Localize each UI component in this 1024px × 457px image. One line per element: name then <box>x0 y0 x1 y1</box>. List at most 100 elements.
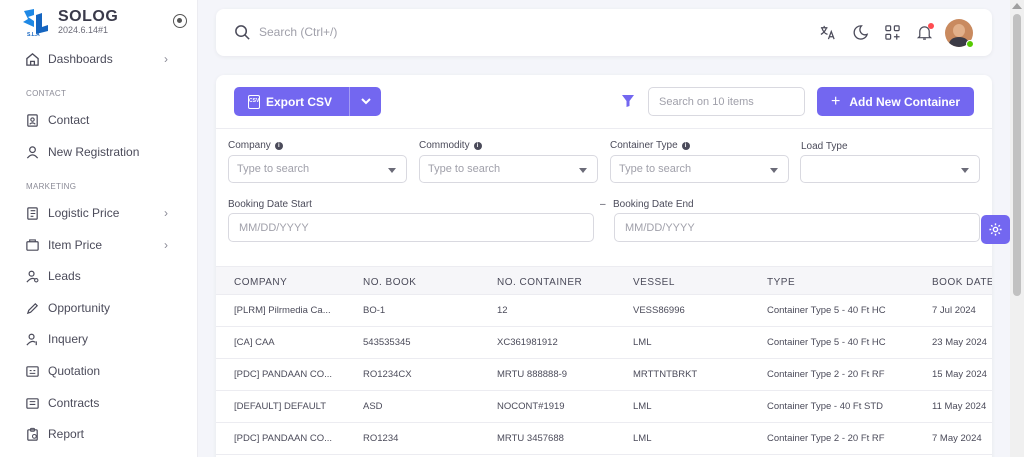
shortcuts-icon[interactable] <box>883 23 901 41</box>
cell-book-date: 7 May 2024 <box>932 433 982 444</box>
sidebar-item-logistic-price[interactable]: Logistic Price › <box>24 201 176 225</box>
cell-type: Container Type 5 - 40 Ft HC <box>767 305 886 316</box>
cell-no-book: 543535345 <box>363 337 411 348</box>
sidebar-item-contact[interactable]: Contact <box>24 108 176 132</box>
filter-icon[interactable] <box>621 94 635 113</box>
online-status-badge <box>966 40 974 48</box>
table-row[interactable]: [PLRM] Pilrmedia Ca... BO-1 12 VESS86996… <box>216 295 992 327</box>
container-type-select[interactable]: Type to search <box>610 155 789 183</box>
cell-company: [PDC] PANDAAN CO... <box>234 369 333 380</box>
brand-version: 2024.6.14#1 <box>58 25 109 35</box>
table-row[interactable]: [PDC] PANDAAN CO... RO1234 MRTU 3457688 … <box>216 423 992 455</box>
cell-no-container: NOCONT#1919 <box>497 401 565 412</box>
cell-vessel: VESS86996 <box>633 305 685 316</box>
cell-book-date: 7 Jul 2024 <box>932 305 976 316</box>
scroll-up-arrow-icon[interactable] <box>1012 3 1022 9</box>
sidebar: S.L.A SOLOG 2024.6.14#1 Dashboards › CON… <box>0 0 198 457</box>
sidebar-item-label: Item Price <box>48 238 103 252</box>
sidebar-item-new-registration[interactable]: New Registration <box>24 140 176 164</box>
booking-date-start-input[interactable]: MM/DD/YYYY <box>228 213 594 242</box>
notebook-icon <box>24 205 40 221</box>
bell-icon[interactable] <box>915 23 933 41</box>
cell-no-container: XC361981912 <box>497 337 558 348</box>
table-row[interactable]: [PDC] PANDAAN CO... RO1234CX MRTU 888888… <box>216 359 992 391</box>
company-select[interactable]: Type to search <box>228 155 407 183</box>
column-header-book-date[interactable]: BOOK DATE <box>932 277 992 288</box>
cell-no-container: 12 <box>497 305 508 316</box>
cell-no-container: MRTU 3457688 <box>497 433 564 444</box>
sidebar-item-quotation[interactable]: Quotation <box>24 359 176 383</box>
date-range-dash: – <box>600 199 606 210</box>
global-search-input[interactable]: Search (Ctrl+/) <box>259 25 338 39</box>
scrollbar-thumb[interactable] <box>1013 14 1021 296</box>
cell-no-container: MRTU 888888-9 <box>497 369 568 380</box>
cell-vessel: LML <box>633 337 652 348</box>
csv-file-icon: CSV <box>248 94 260 109</box>
sidebar-item-report[interactable]: Report <box>24 422 176 446</box>
sidebar-item-opportunity[interactable]: Opportunity <box>24 296 176 320</box>
brand-name: SOLOG <box>58 8 119 25</box>
info-icon: i <box>473 141 482 150</box>
booking-date-end-label: Booking Date End <box>613 199 694 210</box>
sidebar-item-label: New Registration <box>48 145 140 159</box>
column-header-no-container[interactable]: NO. CONTAINER <box>497 277 583 288</box>
table-row[interactable]: [CA] CAA 543535345 XC361981912 LML Conta… <box>216 327 992 359</box>
add-new-container-button[interactable]: + Add New Container <box>817 87 974 116</box>
chevron-right-icon: › <box>164 238 168 252</box>
commodity-select[interactable]: Type to search <box>419 155 598 183</box>
cell-no-book: RO1234CX <box>363 369 412 380</box>
export-csv-button[interactable]: CSV Export CSV <box>234 87 381 116</box>
sidebar-item-item-price[interactable]: Item Price › <box>24 233 176 257</box>
load-type-select[interactable] <box>800 155 980 183</box>
chevron-down-icon[interactable] <box>358 93 374 112</box>
sidebar-item-inquery[interactable]: Inquery <box>24 327 176 351</box>
search-icon[interactable] <box>234 24 251 46</box>
sidebar-item-label: Opportunity <box>48 301 111 315</box>
load-type-label: Load Type <box>801 141 848 152</box>
pencil-icon <box>24 300 40 316</box>
home-icon <box>24 51 40 67</box>
booking-date-end-input[interactable]: MM/DD/YYYY <box>614 213 980 242</box>
table-search-input[interactable]: Search on 10 items <box>648 87 805 116</box>
cell-vessel: LML <box>633 433 652 444</box>
sidebar-item-label: Contracts <box>48 396 100 410</box>
column-header-no-book[interactable]: NO. BOOK <box>363 277 417 288</box>
id-card-icon <box>24 363 40 379</box>
sidebar-item-dashboards[interactable]: Dashboards › <box>24 47 176 71</box>
gear-icon <box>989 223 1002 236</box>
dark-mode-icon[interactable] <box>851 23 869 41</box>
user-icon <box>24 144 40 160</box>
sidebar-item-label: Quotation <box>48 364 101 378</box>
sidebar-item-label: Leads <box>48 269 81 283</box>
cell-no-book: ASD <box>363 401 383 412</box>
sidebar-item-label: Report <box>48 427 85 441</box>
caret-down-icon <box>770 168 778 173</box>
cell-type: Container Type 2 - 20 Ft RF <box>767 433 885 444</box>
sidebar-item-leads[interactable]: Leads <box>24 264 176 288</box>
column-header-company[interactable]: COMPANY <box>234 277 288 288</box>
cell-book-date: 15 May 2024 <box>932 369 987 380</box>
sidebar-toggle-icon[interactable] <box>173 14 187 28</box>
containers-card: CSV Export CSV Search on 10 items + Add … <box>216 75 992 457</box>
sidebar-item-contracts[interactable]: Contracts <box>24 391 176 415</box>
customizer-settings-button[interactable] <box>981 215 1010 244</box>
clipboard-icon <box>24 426 40 442</box>
booking-date-start-label: Booking Date Start <box>228 199 312 210</box>
brand[interactable]: S.L.A SOLOG 2024.6.14#1 <box>20 6 118 38</box>
column-header-vessel[interactable]: VESSEL <box>633 277 675 288</box>
chevron-right-icon: › <box>164 52 168 66</box>
table-row[interactable]: [DEFAULT] DEFAULT ASD NOCONT#1919 LML Co… <box>216 391 992 423</box>
cell-no-book: BO-1 <box>363 305 386 316</box>
translate-icon[interactable] <box>818 23 836 41</box>
cell-book-date: 23 May 2024 <box>932 337 987 348</box>
cell-company: [PDC] PANDAAN CO... <box>234 433 333 444</box>
cell-company: [PLRM] Pilrmedia Ca... <box>234 305 331 316</box>
column-header-type[interactable]: TYPE <box>767 277 796 288</box>
logo-sub-text: S.L.A <box>27 32 40 38</box>
add-new-container-label: Add New Container <box>849 94 960 109</box>
user-search-icon <box>24 268 40 284</box>
sidebar-item-label: Inquery <box>48 332 89 346</box>
sidebar-item-label: Logistic Price <box>48 206 120 220</box>
sidebar-item-label: Contact <box>48 113 90 127</box>
cell-type: Container Type - 40 Ft STD <box>767 401 883 412</box>
